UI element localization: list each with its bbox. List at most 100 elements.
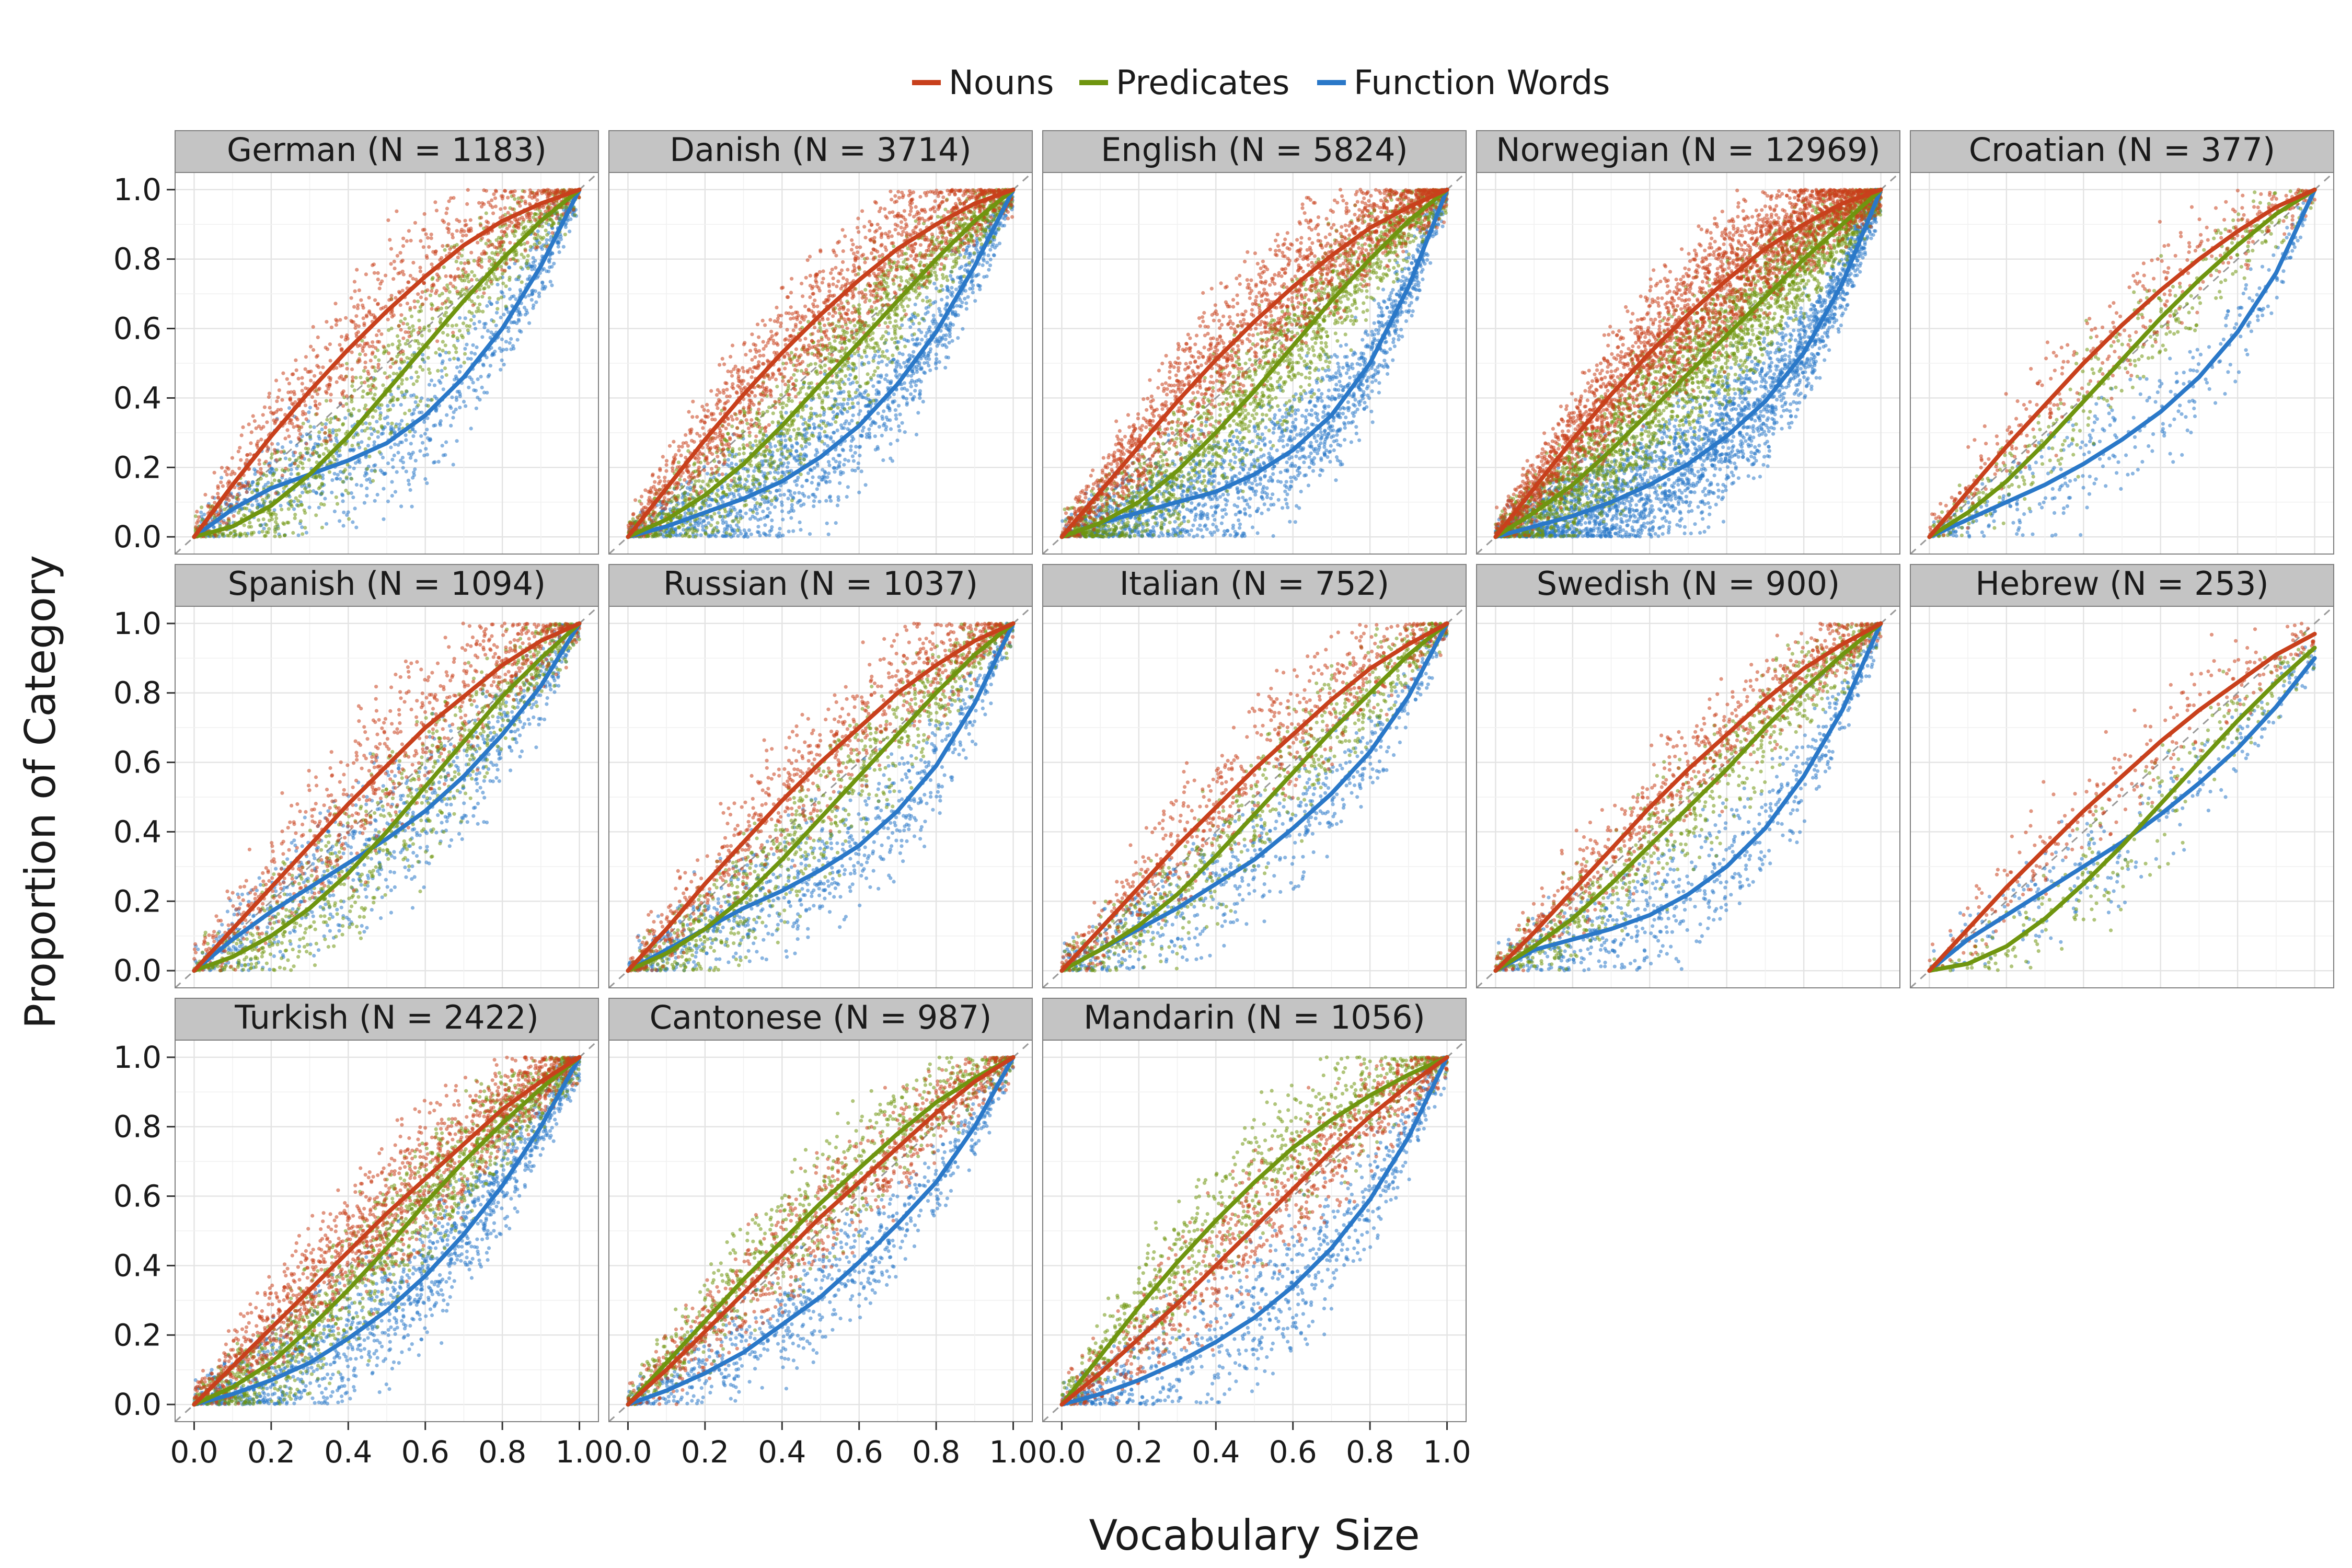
data-point [258,523,262,527]
data-point [256,470,260,474]
data-point [369,359,373,362]
data-point [430,378,433,382]
data-point [406,322,409,326]
data-point [422,454,426,457]
data-point [355,268,359,272]
data-point [407,479,410,482]
data-point [946,295,949,299]
data-point [270,517,274,521]
data-point [501,214,504,218]
data-point [266,481,270,485]
data-point [524,225,527,229]
data-point [329,437,332,441]
data-point [395,470,399,474]
data-point [518,288,522,292]
data-point [915,433,918,436]
data-point [399,504,403,508]
data-point [431,317,434,320]
data-point [456,256,460,259]
data-point [958,267,962,270]
data-point [440,369,444,373]
data-point [534,289,537,293]
data-point [377,359,381,362]
data-point [388,408,392,411]
data-point [297,429,301,432]
data-point [921,400,925,403]
data-point [380,424,384,428]
data-point [506,329,510,333]
data-point [351,375,354,379]
data-point [373,469,377,473]
data-point [398,366,401,370]
data-point [531,264,534,268]
data-point [273,528,276,532]
data-point [780,510,784,513]
data-point [265,531,269,534]
data-point [562,245,566,249]
data-point [203,493,207,497]
data-point [485,189,488,193]
data-point [365,487,368,490]
data-point [311,452,315,455]
data-point [985,261,989,264]
data-point [502,313,505,316]
data-point [403,317,407,320]
data-point [799,528,802,532]
data-point [505,348,509,351]
data-point [438,421,442,425]
data-point [323,431,327,435]
data-point [382,487,385,491]
data-point [287,507,291,511]
data-point [366,444,370,447]
data-point [351,520,354,524]
data-point [508,341,512,345]
data-point [294,359,297,362]
data-point [482,287,486,291]
data-point [393,267,397,270]
data-point [493,197,497,200]
data-point [443,366,447,370]
data-point [270,513,274,516]
data-point [471,303,475,307]
data-point [476,306,480,310]
data-point [443,453,447,457]
data-point [412,408,416,411]
data-point [504,340,508,343]
data-point [464,234,468,237]
data-point [298,460,302,464]
data-point [328,378,332,382]
data-point [394,490,397,493]
data-point [482,322,486,326]
data-point [340,335,343,339]
data-point [444,274,448,278]
data-point [390,310,394,314]
data-point [338,477,342,481]
data-point [535,191,539,195]
data-point [400,378,404,382]
data-point [482,249,486,253]
data-point [383,350,386,353]
data-point [400,390,403,394]
data-point [455,229,459,233]
data-point [842,463,846,467]
y-tick-label: 0.8 [113,241,162,277]
data-point [797,491,801,494]
data-point [347,517,351,521]
data-point [812,422,816,426]
data-point [466,188,470,192]
data-point [891,459,894,463]
data-point [330,491,333,494]
data-point [398,291,402,295]
data-point [247,422,251,426]
data-point [365,342,368,345]
data-point [261,425,265,429]
data-point [300,376,304,379]
data-point [444,289,448,292]
data-point [425,481,429,485]
data-point [337,428,341,432]
data-point [467,229,471,233]
data-point [276,442,280,446]
data-point [441,444,444,447]
data-point [305,432,308,436]
data-point [410,412,413,416]
